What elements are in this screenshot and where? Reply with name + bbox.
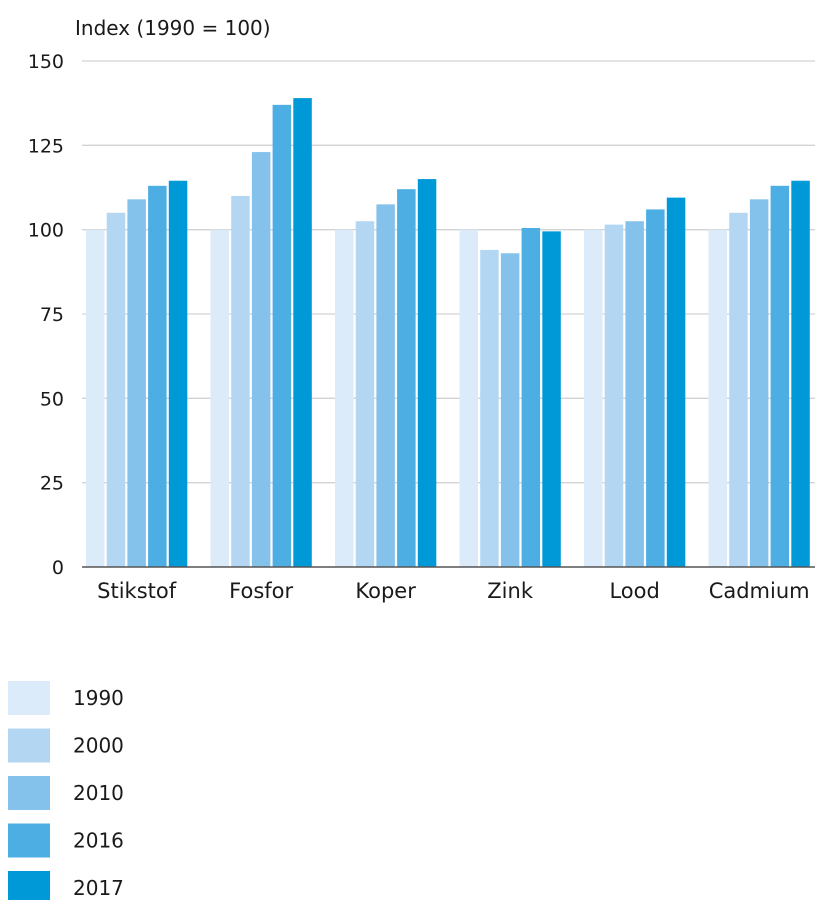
bar-cadmium-1990 bbox=[708, 229, 727, 567]
bar-koper-2017 bbox=[417, 179, 437, 568]
x-tick-label: Cadmium bbox=[709, 579, 810, 603]
bar-lood-2000 bbox=[604, 224, 624, 567]
bar-fosfor-2017 bbox=[293, 98, 312, 568]
gridlines bbox=[82, 60, 815, 484]
bar-fosfor-2010 bbox=[251, 152, 271, 567]
bar-zink-2017 bbox=[542, 231, 561, 567]
bar-koper-2010 bbox=[376, 204, 395, 567]
bar-fosfor-2000 bbox=[231, 195, 250, 567]
bar-cadmium-2000 bbox=[729, 212, 748, 568]
y-tick-label: 150 bbox=[28, 51, 64, 73]
bar-koper-1990 bbox=[335, 229, 354, 567]
legend-item: 2010 bbox=[8, 776, 124, 810]
y-tick-label: 100 bbox=[28, 220, 64, 242]
legend-swatch bbox=[8, 776, 50, 810]
bar-stikstof-2016 bbox=[148, 185, 167, 567]
legend: 1990 2000 2010 2016 2017 bbox=[8, 681, 124, 904]
legend-swatch bbox=[8, 681, 50, 715]
bar-lood-2017 bbox=[666, 197, 686, 567]
bar-stikstof-2000 bbox=[106, 212, 126, 568]
bar-stikstof-2017 bbox=[168, 180, 188, 567]
bar-zink-2016 bbox=[521, 227, 541, 568]
legend-label: 2000 bbox=[73, 734, 124, 758]
bar-stikstof-2010 bbox=[127, 199, 146, 567]
legend-swatch bbox=[8, 871, 50, 904]
x-tick-label: Lood bbox=[609, 579, 659, 603]
y-tick-label: 125 bbox=[28, 135, 64, 157]
bar-zink-1990 bbox=[459, 229, 478, 567]
y-tick-label: 0 bbox=[52, 557, 64, 579]
y-axis-title: Index (1990 = 100) bbox=[75, 16, 271, 40]
y-axis-ticks: 0 25 50 75 100 125 150 bbox=[28, 51, 64, 579]
legend-item: 2017 bbox=[8, 871, 124, 904]
bar-cadmium-2010 bbox=[749, 199, 769, 567]
y-tick-label: 75 bbox=[40, 304, 64, 326]
bar-zink-2010 bbox=[500, 253, 520, 567]
x-axis-labels: Stikstof Fosfor Koper Zink Lood Cadmium bbox=[97, 579, 809, 603]
legend-item: 2000 bbox=[8, 728, 124, 763]
legend-label: 2017 bbox=[73, 876, 124, 900]
bar-cadmium-2017 bbox=[791, 180, 810, 567]
x-tick-label: Stikstof bbox=[97, 579, 177, 603]
legend-swatch bbox=[8, 728, 50, 763]
bar-stikstof-1990 bbox=[86, 229, 105, 567]
bar-lood-1990 bbox=[584, 229, 603, 567]
bar-zink-2000 bbox=[480, 249, 499, 567]
bar-lood-2016 bbox=[646, 209, 665, 567]
legend-item: 1990 bbox=[8, 681, 124, 715]
x-tick-label: Fosfor bbox=[229, 579, 293, 603]
bar-fosfor-1990 bbox=[210, 229, 229, 567]
bar-fosfor-2016 bbox=[272, 104, 292, 567]
legend-item: 2016 bbox=[8, 823, 124, 858]
bars bbox=[86, 98, 810, 568]
y-tick-label: 25 bbox=[40, 473, 64, 495]
legend-swatch bbox=[8, 823, 50, 858]
y-tick-label: 50 bbox=[40, 388, 64, 410]
bar-koper-2000 bbox=[355, 221, 375, 567]
x-tick-label: Zink bbox=[487, 579, 534, 603]
bar-lood-2010 bbox=[625, 221, 644, 567]
legend-label: 1990 bbox=[73, 686, 124, 710]
bar-cadmium-2016 bbox=[770, 185, 790, 567]
legend-label: 2010 bbox=[73, 781, 124, 805]
bar-koper-2016 bbox=[397, 189, 416, 568]
legend-label: 2016 bbox=[73, 829, 124, 853]
x-tick-label: Koper bbox=[355, 579, 416, 603]
